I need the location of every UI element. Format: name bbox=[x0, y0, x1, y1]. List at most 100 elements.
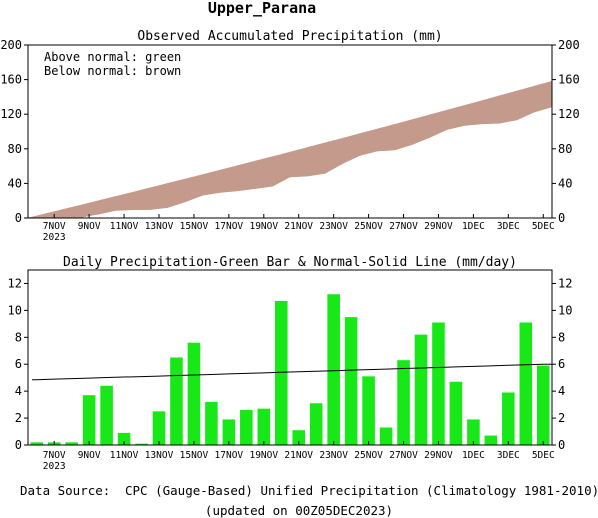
y-tick-label-right: 40 bbox=[558, 176, 572, 190]
accumulation-diff-segment bbox=[237, 160, 256, 192]
accumulation-diff-segment bbox=[411, 114, 431, 145]
daily-precipitation-bar bbox=[467, 419, 480, 445]
top-chart-title: Observed Accumulated Precipitation (mm) bbox=[137, 29, 442, 44]
y-tick-label-right: 10 bbox=[558, 303, 572, 317]
accumulation-diff-segment bbox=[359, 128, 378, 156]
accumulation-diff-segment bbox=[324, 137, 343, 174]
y-tick-label-left: 2 bbox=[15, 411, 22, 425]
daily-precipitation-bar bbox=[82, 395, 96, 445]
daily-precipitation-bar bbox=[222, 419, 236, 445]
y-tick-label-right: 0 bbox=[558, 438, 565, 452]
x-year-label: 2023 bbox=[43, 461, 66, 472]
x-tick-label: 5DEC bbox=[532, 221, 555, 232]
legend-below-normal: Below normal: brown bbox=[44, 64, 181, 78]
daily-precipitation-bar bbox=[117, 432, 131, 445]
x-tick-label: 7NOV bbox=[43, 221, 66, 232]
x-year-label: 2023 bbox=[43, 232, 66, 243]
daily-precipitation-bar bbox=[100, 385, 113, 445]
accumulation-diff-segment bbox=[184, 174, 203, 203]
daily-precipitation-bar bbox=[292, 430, 306, 445]
accumulation-diff-segment bbox=[516, 85, 535, 121]
accumulation-diff-segment bbox=[481, 95, 500, 125]
y-tick-label-left: 4 bbox=[15, 384, 22, 398]
y-tick-label-left: 8 bbox=[15, 330, 22, 344]
x-tick-label: 21NOV bbox=[284, 450, 313, 461]
daily-precipitation-bar bbox=[170, 357, 183, 445]
daily-precipitation-bar bbox=[205, 401, 218, 445]
x-tick-label: 15NOV bbox=[180, 450, 209, 461]
x-tick-label: 25NOV bbox=[354, 221, 383, 232]
x-tick-label: 1DEC bbox=[462, 450, 485, 461]
y-tick-label-right: 120 bbox=[558, 107, 580, 121]
y-tick-label-left: 120 bbox=[0, 107, 22, 121]
daily-precipitation-bar bbox=[519, 322, 533, 445]
x-tick-label: 13NOV bbox=[145, 221, 174, 232]
x-tick-label: 13NOV bbox=[145, 450, 174, 461]
daily-precipitation-bar bbox=[274, 300, 288, 445]
accumulation-diff-segment bbox=[342, 133, 361, 165]
y-tick-label-left: 6 bbox=[15, 357, 22, 371]
accumulation-diff-segment bbox=[219, 165, 238, 193]
x-tick-label: 11NOV bbox=[110, 450, 139, 461]
data-source-text: CPC (Gauge-Based) Unified Precipitation … bbox=[125, 483, 598, 498]
daily-precipitation-bar bbox=[502, 392, 515, 445]
daily-precipitation-bar bbox=[240, 410, 253, 445]
data-source-label: Data Source: bbox=[20, 483, 110, 498]
daily-precipitation-bar bbox=[379, 427, 393, 445]
updated-timestamp: (updated on 00Z05DEC2023) bbox=[205, 503, 393, 518]
daily-precipitation-bar bbox=[432, 322, 445, 445]
x-tick-label: 27NOV bbox=[389, 450, 418, 461]
y-tick-label-right: 6 bbox=[558, 357, 565, 371]
y-tick-label-left: 10 bbox=[8, 303, 22, 317]
x-tick-label: 23NOV bbox=[319, 450, 348, 461]
accumulation-diff-segment bbox=[289, 147, 308, 178]
accumulation-diff-segment bbox=[534, 80, 553, 113]
x-tick-label: 11NOV bbox=[110, 221, 139, 232]
y-tick-label-right: 200 bbox=[558, 38, 580, 52]
x-tick-label: 29NOV bbox=[424, 221, 453, 232]
accumulation-diff-segment bbox=[464, 100, 483, 126]
daily-precipitation-bar bbox=[536, 365, 550, 445]
accumulation-diff-segment bbox=[27, 213, 46, 219]
daily-precipitation-bar bbox=[65, 442, 78, 445]
daily-precipitation-bar bbox=[449, 381, 463, 445]
legend-above-normal: Above normal: green bbox=[44, 50, 181, 64]
accumulation-diff-segment bbox=[446, 104, 465, 130]
daily-precipitation-bar bbox=[257, 408, 271, 445]
accumulation-diff-segment bbox=[254, 156, 273, 189]
daily-precipitation-bar bbox=[397, 360, 410, 445]
y-tick-label-left: 80 bbox=[8, 142, 22, 156]
accumulation-diff-segment bbox=[132, 187, 151, 210]
daily-precipitation-chart: 0 0 2 2 4 4 6 6 8 8 10 10 12 12 7NOV 9NOV 11NOV 13NOV 15NO… bbox=[8, 255, 573, 472]
bottom-chart-title: Daily Precipitation-Green Bar & Normal-S… bbox=[63, 255, 517, 270]
y-tick-label-right: 0 bbox=[558, 211, 565, 225]
x-tick-label: 17NOV bbox=[215, 450, 244, 461]
x-tick-label: 3DEC bbox=[497, 221, 520, 232]
accumulation-diff-segment bbox=[377, 123, 396, 152]
x-tick-label: 9NOV bbox=[78, 450, 101, 461]
x-tick-label: 7NOV bbox=[43, 450, 66, 461]
accumulation-diff-segment bbox=[429, 109, 448, 138]
x-tick-label: 19NOV bbox=[249, 450, 278, 461]
x-tick-label: 5DEC bbox=[532, 450, 555, 461]
accumulation-diff-segment bbox=[149, 183, 169, 210]
y-tick-label-right: 2 bbox=[558, 411, 565, 425]
daily-precipitation-bar bbox=[309, 403, 323, 445]
daily-precipitation-bar bbox=[135, 443, 148, 445]
y-tick-label-left: 0 bbox=[15, 211, 22, 225]
daily-precipitation-bar bbox=[414, 334, 428, 445]
y-tick-label-right: 12 bbox=[558, 276, 572, 290]
daily-precipitation-bar bbox=[152, 411, 166, 445]
normal-precipitation-line bbox=[32, 363, 552, 381]
x-tick-label: 21NOV bbox=[284, 221, 313, 232]
accumulation-diff-segment bbox=[272, 151, 291, 187]
x-tick-label: 23NOV bbox=[319, 221, 348, 232]
plot-frame bbox=[27, 44, 553, 219]
x-tick-label: 19NOV bbox=[249, 221, 278, 232]
x-tick-label: 25NOV bbox=[354, 450, 383, 461]
accumulation-diff-segment bbox=[394, 119, 413, 151]
accumulation-diff-segment bbox=[167, 178, 186, 208]
daily-precipitation-bar bbox=[30, 442, 44, 445]
page-title: Upper_Parana bbox=[208, 0, 316, 17]
daily-precipitation-bar bbox=[344, 317, 358, 445]
